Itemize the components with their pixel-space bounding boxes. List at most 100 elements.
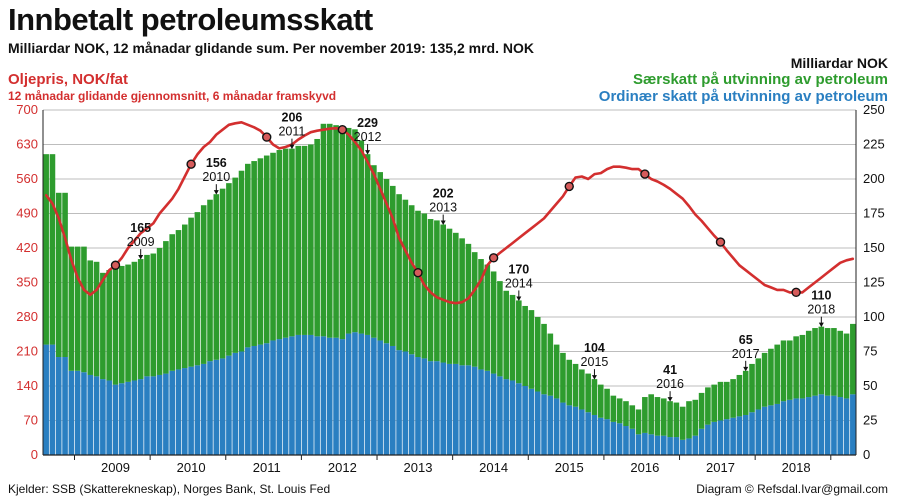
bar-special-tax — [560, 352, 566, 403]
bar-ordinary-tax — [818, 394, 825, 455]
bar-ordinary-tax — [850, 394, 856, 455]
bar-special-tax — [339, 129, 346, 340]
bar-special-tax — [434, 220, 440, 362]
bar-special-tax — [534, 317, 541, 392]
bar-ordinary-tax — [421, 358, 428, 455]
bar-ordinary-tax — [711, 421, 717, 455]
bar-special-tax — [402, 199, 409, 352]
bar-ordinary-tax — [150, 376, 157, 455]
bar-special-tax — [352, 129, 358, 333]
oil-price-legend-title: Oljepris, NOK/fat — [8, 71, 129, 88]
y-right-tick-label: 50 — [863, 378, 877, 393]
bar-special-tax — [799, 334, 806, 399]
bar-ordinary-tax — [459, 365, 465, 455]
bar-ordinary-tax — [352, 332, 358, 455]
bar-special-tax — [446, 228, 453, 364]
bar-special-tax — [440, 224, 446, 363]
bar-ordinary-tax — [522, 386, 528, 455]
bar-ordinary-tax — [635, 434, 642, 455]
bar-ordinary-tax — [314, 336, 320, 455]
bar-special-tax — [308, 144, 314, 335]
bar-special-tax — [320, 123, 327, 337]
bar-special-tax — [131, 261, 138, 381]
y-left-tick-label: 700 — [16, 102, 38, 117]
bar-ordinary-tax — [257, 344, 264, 455]
bar-ordinary-tax — [679, 439, 686, 455]
bar-special-tax — [497, 281, 503, 377]
bar-special-tax — [597, 384, 604, 418]
bar-ordinary-tax — [263, 343, 270, 455]
bar-ordinary-tax — [667, 437, 673, 455]
bar-special-tax — [270, 152, 276, 341]
bar-special-tax — [673, 402, 680, 438]
bar-special-tax — [289, 148, 295, 337]
bar-ordinary-tax — [194, 365, 201, 455]
page-title: Innbetalt petroleumsskatt — [8, 2, 373, 37]
bar-ordinary-tax — [226, 355, 232, 455]
x-tick-label: 2013 — [404, 460, 433, 475]
bar-ordinary-tax — [371, 337, 377, 455]
bar-ordinary-tax — [131, 380, 138, 455]
source-note: Kjelder: SSB (Skatterekneskap), Norges B… — [8, 482, 331, 496]
bar-special-tax — [591, 379, 598, 415]
bar-ordinary-tax — [49, 344, 56, 455]
bar-ordinary-tax — [440, 362, 446, 455]
bar-ordinary-tax — [453, 363, 459, 455]
bar-special-tax — [295, 145, 302, 335]
bar-annotation-value: 170 — [508, 262, 529, 276]
bar-ordinary-tax — [717, 420, 724, 455]
bar-special-tax — [251, 161, 257, 346]
bar-special-tax — [276, 150, 283, 340]
bar-special-tax — [232, 177, 239, 353]
y-left-tick-label: 420 — [16, 240, 38, 255]
bar-ordinary-tax — [137, 379, 144, 455]
bar-ordinary-tax — [528, 388, 535, 455]
x-tick-label: 2010 — [177, 460, 206, 475]
bar-special-tax — [742, 370, 749, 415]
bar-ordinary-tax — [465, 365, 472, 455]
bar-ordinary-tax — [427, 361, 434, 455]
bar-special-tax — [74, 246, 81, 371]
bar-special-tax — [503, 290, 510, 380]
bar-ordinary-tax — [692, 435, 699, 455]
bar-annotation-arrowhead — [213, 190, 219, 195]
bar-special-tax — [169, 234, 175, 371]
bar-ordinary-tax — [251, 345, 257, 455]
bar-special-tax — [768, 348, 774, 406]
bar-special-tax — [711, 384, 717, 422]
bar-ordinary-tax — [761, 406, 768, 455]
bar-special-tax — [730, 379, 736, 418]
bar-special-tax — [610, 395, 617, 422]
bar-special-tax — [163, 241, 169, 374]
bar-special-tax — [629, 405, 636, 429]
bar-special-tax — [717, 381, 724, 421]
bar-special-tax — [415, 210, 421, 358]
bar-ordinary-tax — [585, 412, 591, 455]
bar-ordinary-tax — [724, 419, 730, 455]
bar-annotation-year: 2013 — [429, 201, 457, 215]
bar-special-tax — [635, 409, 642, 435]
bar-special-tax — [541, 323, 547, 395]
bar-special-tax — [837, 330, 844, 398]
bar-special-tax — [509, 294, 516, 381]
bar-ordinary-tax — [705, 424, 711, 455]
y-left-tick-label: 0 — [31, 447, 38, 462]
bar-ordinary-tax — [43, 344, 49, 455]
bar-special-tax — [528, 310, 535, 389]
bar-ordinary-tax — [364, 334, 371, 455]
bar-special-tax — [389, 185, 396, 346]
bar-special-tax — [188, 217, 194, 367]
bar-ordinary-tax — [93, 376, 100, 455]
bar-ordinary-tax — [396, 350, 402, 455]
bar-ordinary-tax — [402, 351, 409, 455]
bar-special-tax — [724, 381, 730, 420]
bar-annotation-value: 41 — [663, 363, 677, 377]
bar-ordinary-tax — [333, 337, 339, 455]
bar-ordinary-tax — [295, 334, 302, 455]
oil-price-marker — [110, 260, 121, 270]
bar-ordinary-tax — [326, 337, 333, 455]
bar-ordinary-tax — [742, 414, 749, 455]
bar-special-tax — [219, 188, 226, 359]
bar-special-tax — [831, 328, 837, 396]
y-right-tick-label: 150 — [863, 240, 885, 255]
